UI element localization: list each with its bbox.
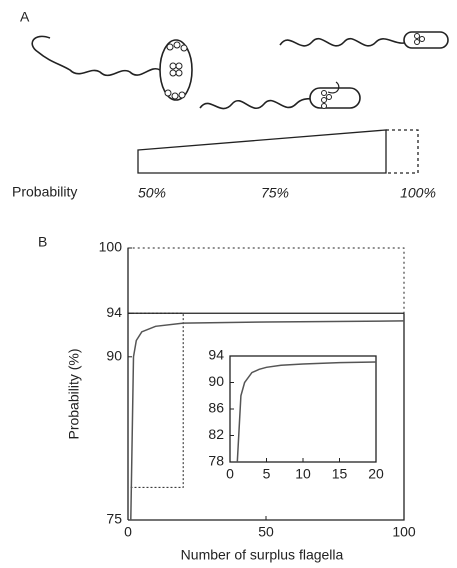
flagella-bases	[164, 41, 188, 100]
probability-scale-extension	[386, 129, 419, 174]
x-tick-label: 100	[392, 524, 416, 540]
cell-body	[309, 87, 361, 109]
y-tick-label: 90	[106, 348, 122, 364]
flagellum	[327, 81, 340, 94]
cell-body	[403, 31, 449, 49]
flagellum	[279, 37, 413, 47]
y-tick-label: 90	[208, 373, 224, 389]
flagellum	[199, 97, 321, 110]
y-tick-label: 75	[106, 511, 122, 527]
flagellum	[31, 35, 161, 77]
y-tick-label: 82	[208, 426, 224, 442]
data-line	[236, 361, 377, 463]
x-axis-label: Number of surplus flagella	[181, 547, 344, 563]
panel-label: B	[38, 234, 47, 250]
scale-tick-label: 75%	[261, 185, 289, 201]
probability-scale	[137, 129, 387, 174]
x-tick-label: 15	[332, 466, 348, 482]
x-tick-label: 20	[368, 466, 384, 482]
bacteria-drawings	[31, 31, 449, 110]
scale-tick-label: 100%	[400, 185, 436, 201]
y-tick-label: 86	[208, 400, 224, 416]
x-tick-label: 0	[124, 524, 132, 540]
x-tick-label: 5	[263, 466, 271, 482]
data-line	[130, 320, 405, 521]
scale-label: Probability	[12, 184, 77, 200]
y-tick-label: 94	[208, 347, 224, 363]
zoom-region	[127, 312, 184, 488]
flagella-bases	[321, 33, 425, 109]
cell-body	[159, 39, 193, 101]
y-tick-label: 94	[106, 304, 122, 320]
x-tick-label: 0	[226, 466, 234, 482]
panel-label: A	[20, 9, 30, 25]
scale-tick-label: 50%	[138, 185, 166, 201]
y-tick-label: 100	[99, 239, 123, 255]
y-tick-label: 78	[208, 453, 224, 469]
x-tick-label: 10	[295, 466, 311, 482]
axes-frame	[229, 355, 377, 463]
x-tick-label: 50	[258, 524, 274, 540]
y-axis-label: Probability (%)	[66, 348, 82, 439]
